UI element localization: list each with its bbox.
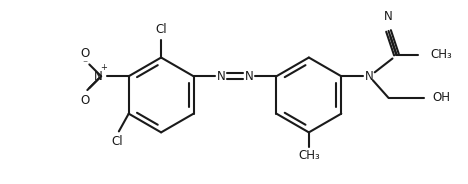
- Text: N: N: [95, 70, 103, 83]
- Text: N: N: [365, 70, 373, 83]
- Text: N: N: [217, 70, 226, 83]
- Text: ⁻: ⁻: [83, 59, 88, 69]
- Text: CH₃: CH₃: [430, 48, 452, 61]
- Text: N: N: [384, 10, 393, 23]
- Text: CH₃: CH₃: [298, 149, 320, 162]
- Text: Cl: Cl: [155, 23, 167, 36]
- Text: OH: OH: [432, 91, 450, 104]
- Text: O: O: [81, 94, 90, 107]
- Text: N: N: [244, 70, 253, 83]
- Text: +: +: [100, 63, 107, 72]
- Text: O: O: [81, 47, 90, 61]
- Text: Cl: Cl: [111, 135, 123, 148]
